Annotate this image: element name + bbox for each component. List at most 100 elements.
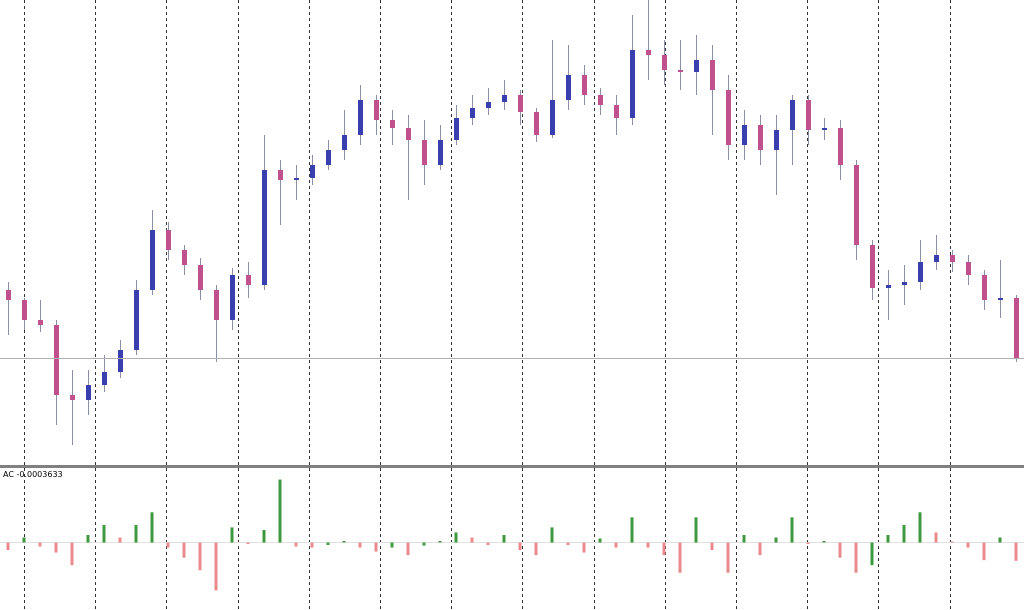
candle-body <box>358 100 363 135</box>
ac-bar <box>150 512 154 543</box>
candle-body <box>294 178 299 180</box>
candle-body <box>118 350 123 372</box>
ac-bar <box>502 534 506 543</box>
candle-body <box>198 265 203 290</box>
ac-bar <box>54 542 58 553</box>
ac-bar <box>854 542 858 573</box>
ac-bar <box>230 527 234 543</box>
ac-bar <box>934 532 938 543</box>
ac-bar <box>742 534 746 543</box>
ac-bar <box>886 534 890 543</box>
candle-body <box>822 128 827 130</box>
indicator-name: AC <box>3 470 14 479</box>
candle-body <box>454 118 459 140</box>
candle-body <box>870 245 875 288</box>
indicator-value: -0.0003633 <box>16 470 62 479</box>
ac-bar <box>406 542 410 556</box>
candle-body <box>310 165 315 178</box>
ac-bar <box>1014 542 1018 561</box>
candle-body <box>502 95 507 102</box>
candle-body <box>950 255 955 262</box>
candle-body <box>886 285 891 288</box>
candle-body <box>758 125 763 150</box>
candle-body <box>86 385 91 400</box>
candle-body <box>662 55 667 70</box>
ac-bar <box>982 542 986 561</box>
candle-body <box>214 290 219 320</box>
candle-body <box>438 140 443 165</box>
candle-body <box>278 170 283 180</box>
candle-body <box>374 100 379 120</box>
ac-bar <box>710 542 714 551</box>
candle-body <box>22 300 27 320</box>
candle-body <box>550 100 555 135</box>
candle-body <box>966 262 971 275</box>
candle-body <box>742 125 747 145</box>
ac-bar <box>454 532 458 543</box>
ac-bar <box>598 538 602 543</box>
ac-bar <box>390 542 394 548</box>
ac-bar <box>182 542 186 558</box>
candle-body <box>342 135 347 150</box>
ac-bar <box>582 542 586 553</box>
ac-bar <box>438 541 442 543</box>
candle-body <box>262 170 267 285</box>
candle-body <box>230 275 235 320</box>
candle-body <box>998 298 1003 300</box>
ac-bar <box>550 527 554 543</box>
ac-bar <box>294 542 298 547</box>
ac-bar <box>198 542 202 571</box>
ac-bar <box>278 479 282 543</box>
candle-body <box>326 150 331 165</box>
candle-body <box>38 320 43 325</box>
ac-bar <box>822 541 826 543</box>
candle-body <box>6 290 11 300</box>
ac-bar <box>342 541 346 543</box>
ac-bar <box>70 542 74 566</box>
candle-body <box>710 60 715 90</box>
candle-body <box>390 120 395 128</box>
candle-body <box>982 275 987 300</box>
candle-body <box>150 230 155 290</box>
ac-bar <box>6 542 10 551</box>
candle-body <box>646 50 651 55</box>
candle-body <box>614 105 619 118</box>
ac-bar <box>726 542 730 573</box>
candle-body <box>582 75 587 95</box>
candle-body <box>470 108 475 118</box>
candle-body <box>102 372 107 385</box>
ac-bar <box>950 541 954 543</box>
candle-body <box>630 50 635 118</box>
ac-bar <box>358 542 362 548</box>
candle-body <box>246 275 251 285</box>
candle-body <box>422 140 427 165</box>
candle-body <box>678 70 683 72</box>
ac-bar <box>662 542 666 556</box>
ac-bar <box>870 542 874 566</box>
candle-body <box>566 75 571 100</box>
ac-bar <box>214 542 218 591</box>
ac-bar <box>678 542 682 573</box>
ac-bar <box>38 542 42 547</box>
ac-bar <box>486 542 490 546</box>
candle-body <box>406 128 411 140</box>
ac-bar <box>22 537 26 543</box>
candle-body <box>182 250 187 265</box>
indicator-label: AC -0.0003633 <box>3 470 63 479</box>
candle-body <box>518 95 523 112</box>
ac-bar <box>790 517 794 543</box>
candle-body <box>134 290 139 350</box>
candle-body <box>854 165 859 245</box>
ac-bar <box>918 512 922 543</box>
candle-body <box>486 102 491 108</box>
ac-bar <box>534 542 538 556</box>
ac-bar <box>630 517 634 543</box>
ac-bar <box>758 542 762 556</box>
ac-bar <box>646 542 650 548</box>
ac-bar <box>774 537 778 543</box>
ac-bar <box>310 542 314 548</box>
ac-bar <box>86 534 90 543</box>
